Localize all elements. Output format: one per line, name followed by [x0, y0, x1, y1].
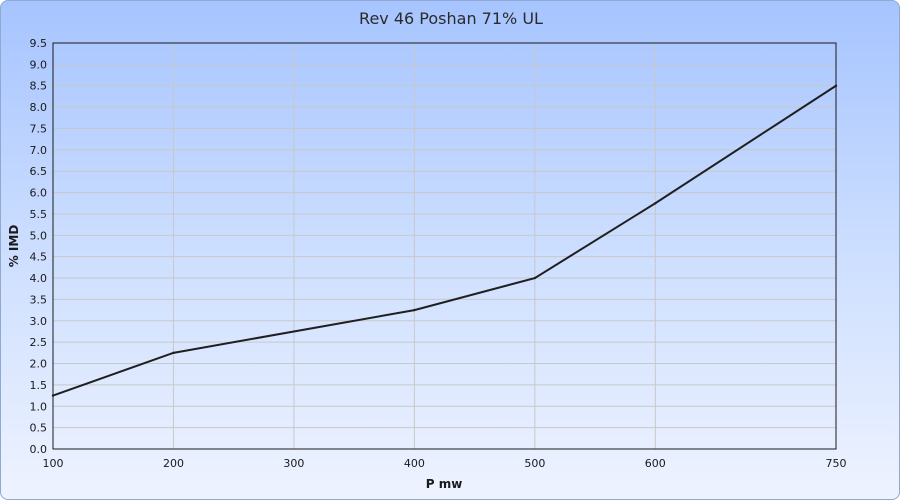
y-tick-label: 7.0 — [30, 144, 48, 157]
data-point — [413, 308, 416, 312]
series-line — [52, 84, 837, 397]
chart-title: Rev 46 Poshan 71% UL — [359, 9, 543, 28]
x-tick-label: 400 — [404, 457, 425, 470]
plot-area — [53, 43, 836, 449]
y-tick-label: 6.5 — [30, 165, 48, 178]
y-tick-label: 1.0 — [30, 400, 48, 413]
y-tick-label: 7.5 — [30, 122, 48, 135]
x-axis-label: P mw — [426, 477, 463, 491]
x-tick-label: 600 — [645, 457, 666, 470]
y-tick-label: 3.5 — [30, 293, 48, 306]
y-tick-label: 0.5 — [30, 422, 48, 435]
y-tick-label: 2.0 — [30, 358, 48, 371]
y-tick-label: 5.5 — [30, 208, 48, 221]
y-tick-label: 2.5 — [30, 336, 48, 349]
x-tick-label: 100 — [43, 457, 64, 470]
x-tick-label: 300 — [283, 457, 304, 470]
data-point — [654, 202, 657, 205]
x-tick-label: 500 — [524, 457, 545, 470]
data-point — [51, 394, 55, 397]
y-tick-label: 8.0 — [30, 101, 48, 114]
data-point — [533, 276, 537, 280]
y-tick-label: 1.5 — [30, 379, 48, 392]
y-tick-label: 6.0 — [30, 187, 48, 200]
y-tick-label: 3.0 — [30, 315, 48, 328]
data-point — [172, 351, 175, 355]
series — [51, 84, 838, 397]
y-tick-label: 4.0 — [30, 272, 48, 285]
x-tick-label: 750 — [826, 457, 847, 470]
data-point — [834, 84, 838, 87]
y-tick-label: 9.5 — [30, 37, 48, 50]
x-tick-labels: 100 200 300 400 500 600 750 — [43, 457, 847, 470]
y-tick-label: 8.5 — [30, 80, 48, 93]
y-tick-label: 0.0 — [30, 443, 48, 456]
y-tick-label: 4.5 — [30, 251, 48, 264]
y-tick-labels: 0.0 0.5 1.0 1.5 2.0 2.5 3.0 3.5 4.0 4.5 5.0 5.5 6.0 6… — [30, 37, 48, 456]
y-tick-label: 5.0 — [30, 229, 48, 242]
y-tick-label: 9.0 — [30, 58, 48, 71]
y-axis-label: % IMD — [7, 225, 21, 268]
x-tick-label: 200 — [163, 457, 184, 470]
